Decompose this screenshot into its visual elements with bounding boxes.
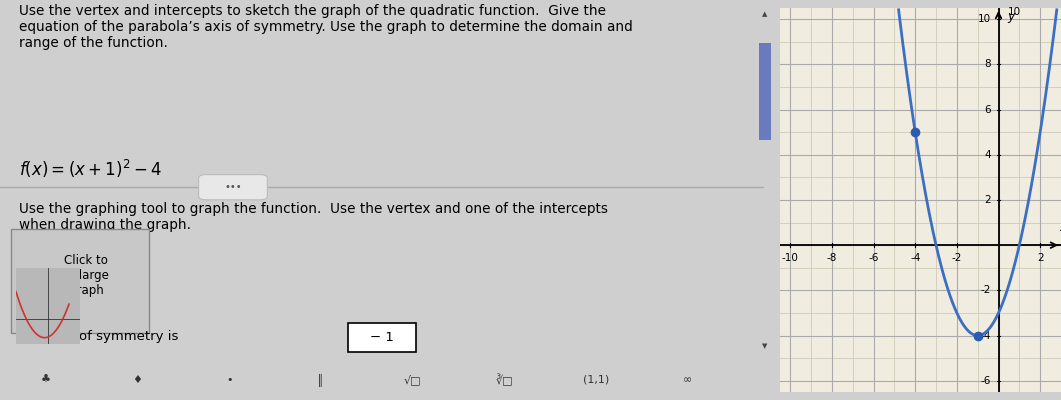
Text: y: y — [1007, 10, 1014, 23]
Text: 10: 10 — [1008, 7, 1021, 17]
FancyBboxPatch shape — [198, 174, 267, 200]
Text: ∞: ∞ — [683, 375, 692, 385]
Text: -2: -2 — [952, 253, 962, 263]
Text: (1,1): (1,1) — [582, 375, 609, 385]
Text: 8: 8 — [985, 60, 991, 70]
Text: -2: -2 — [980, 285, 991, 295]
FancyBboxPatch shape — [348, 323, 416, 352]
FancyBboxPatch shape — [759, 43, 771, 140]
Text: − 1: − 1 — [370, 331, 394, 344]
Text: ║: ║ — [317, 374, 325, 386]
Text: 10: 10 — [978, 14, 991, 24]
Text: 2: 2 — [985, 195, 991, 205]
Text: ▼: ▼ — [762, 343, 768, 349]
Text: Use the graphing tool to graph the function.  Use the vertex and one of the inte: Use the graphing tool to graph the funct… — [19, 202, 608, 232]
Text: $f(x)=(x+1)^2-4$: $f(x)=(x+1)^2-4$ — [19, 158, 162, 180]
Text: •••: ••• — [224, 182, 242, 192]
Text: ∛□: ∛□ — [495, 374, 514, 386]
Text: -10: -10 — [782, 253, 799, 263]
Text: -4: -4 — [980, 330, 991, 340]
Text: -4: -4 — [910, 253, 920, 263]
Text: ♦: ♦ — [133, 375, 142, 385]
Text: •: • — [226, 375, 232, 385]
Text: -6: -6 — [868, 253, 879, 263]
Text: -8: -8 — [827, 253, 837, 263]
FancyBboxPatch shape — [12, 228, 149, 333]
Text: 6: 6 — [985, 105, 991, 115]
Text: ▲: ▲ — [762, 11, 768, 17]
Text: x: x — [1059, 221, 1061, 234]
Text: 4: 4 — [985, 150, 991, 160]
Text: 2: 2 — [1037, 253, 1043, 263]
Text: -6: -6 — [980, 376, 991, 386]
Text: Click to
enlarge
graph: Click to enlarge graph — [64, 254, 109, 297]
Text: ♣: ♣ — [40, 375, 51, 385]
Text: The axis of symmetry is: The axis of symmetry is — [19, 330, 178, 343]
Text: √□: √□ — [403, 375, 421, 385]
Text: Use the vertex and intercepts to sketch the graph of the quadratic function.  Gi: Use the vertex and intercepts to sketch … — [19, 4, 632, 50]
